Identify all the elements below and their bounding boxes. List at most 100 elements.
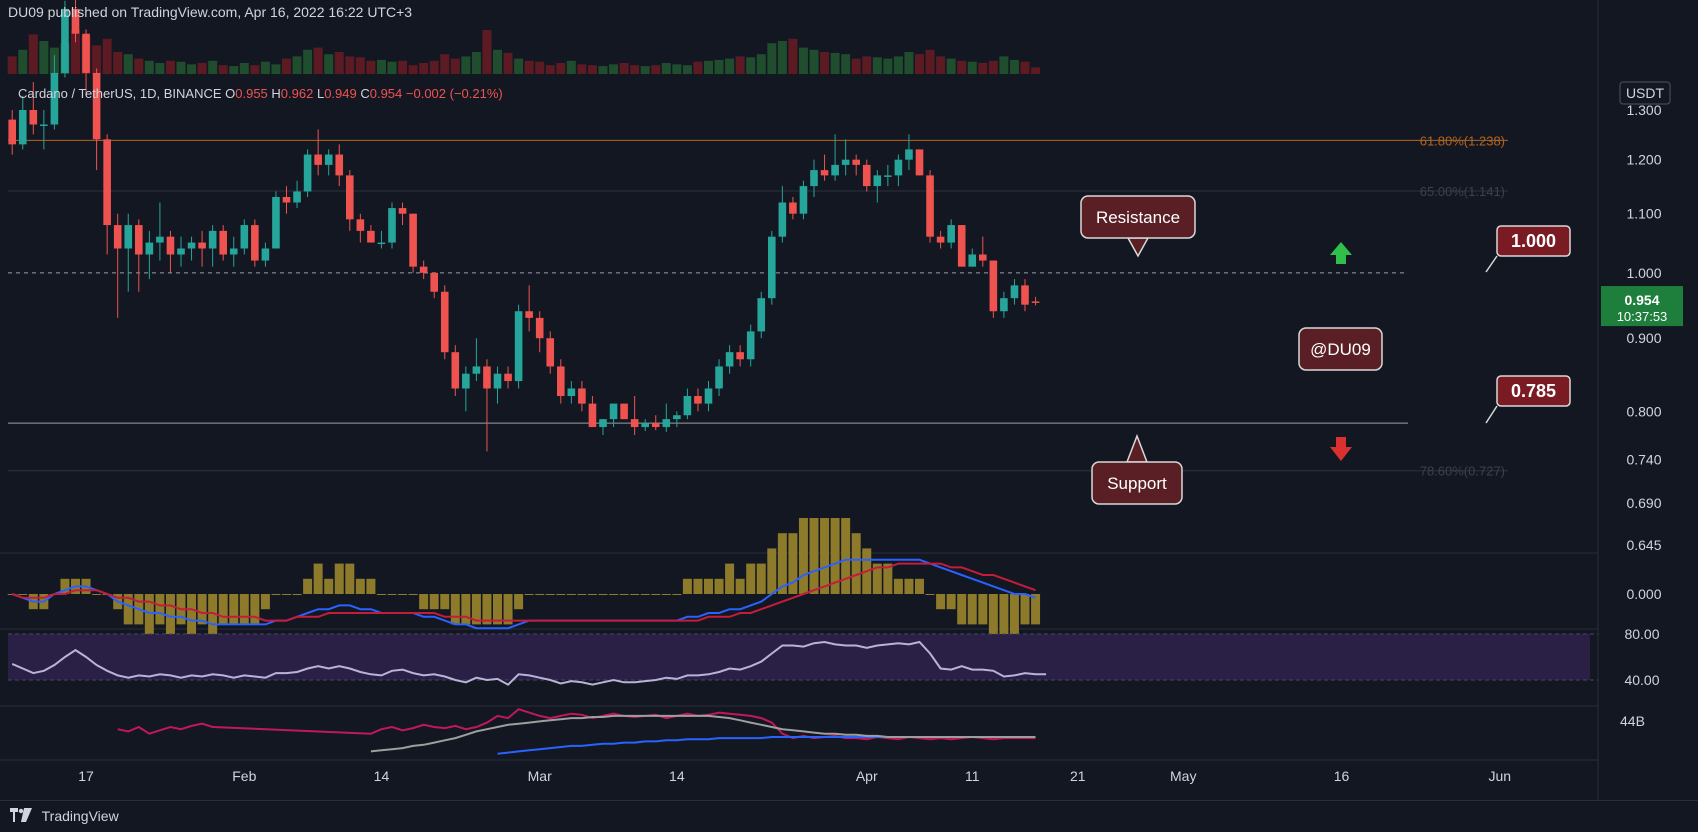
candle-body xyxy=(388,208,396,243)
resistance-callout-text: Resistance xyxy=(1096,208,1180,227)
candle-body xyxy=(694,396,702,404)
candle-body xyxy=(177,248,185,255)
candles[interactable] xyxy=(8,0,1040,452)
macd-histogram-bar xyxy=(609,594,619,595)
candle-body xyxy=(799,186,808,214)
candle-body xyxy=(989,260,998,312)
macd-histogram-bar xyxy=(978,594,988,625)
volume-bar xyxy=(893,56,903,74)
candle-body xyxy=(852,159,860,165)
fib-levels: 61.80%(1.238) 65.00%(1.141) 78.60%(0.727) xyxy=(8,133,1508,479)
volume-bar xyxy=(18,49,28,74)
macd-histogram-bar xyxy=(239,594,249,625)
time-axis[interactable]: 17 Feb 14 Mar 14 Apr 11 21 May 16 Jun xyxy=(78,768,1511,784)
candle-body xyxy=(198,242,206,249)
volume-bar xyxy=(1009,59,1019,74)
candle-body xyxy=(915,149,924,176)
macd-histogram-bar xyxy=(1031,594,1041,625)
volume-bar xyxy=(957,60,967,74)
support-callout-text: Support xyxy=(1107,474,1167,493)
tradingview-brand[interactable]: TradingView xyxy=(41,808,119,824)
rsi-upper-label: 80.00 xyxy=(1624,626,1659,642)
candle-body xyxy=(599,419,607,428)
tag-pointer xyxy=(1485,255,1498,273)
macd-histogram-bar xyxy=(271,594,281,595)
volume-bar xyxy=(165,60,175,74)
candle-body xyxy=(757,298,766,332)
macd-histogram-bar xyxy=(735,578,745,594)
price-tick-label: 1.100 xyxy=(1626,206,1661,222)
volume-bar xyxy=(714,59,724,74)
macd-histogram-bar xyxy=(493,594,502,625)
volume-bar xyxy=(440,54,450,74)
volume-bar xyxy=(334,52,344,74)
volume-bar xyxy=(946,58,956,74)
macd-histogram-bar xyxy=(777,533,787,594)
volume-bar xyxy=(915,54,924,74)
currency-box xyxy=(1619,81,1671,105)
candle-body xyxy=(272,196,280,249)
current-price-tag xyxy=(1601,286,1683,327)
volume-bar xyxy=(102,38,112,74)
macd-line xyxy=(11,558,1036,630)
volume-bar xyxy=(798,47,808,74)
candle-body xyxy=(768,236,776,299)
footer[interactable]: TradingView xyxy=(0,800,1698,830)
volume-bar xyxy=(324,54,334,74)
fib-label: 65.00%(1.141) xyxy=(1420,184,1505,199)
time-tick-label: Apr xyxy=(856,768,878,784)
macd-histogram-bar xyxy=(672,594,682,595)
candle-body xyxy=(557,366,565,397)
legend-symbol: Cardano / TetherUS, 1D, BINANCE xyxy=(18,86,225,101)
annotations[interactable]: Resistance Support @DU09 1.000 0.785 xyxy=(1080,195,1571,505)
macd-histogram-bar xyxy=(809,518,819,594)
macd-histogram-bar xyxy=(851,533,861,594)
volume-bar xyxy=(28,34,38,74)
macd-histogram-bar xyxy=(640,594,650,595)
candle-body xyxy=(979,254,987,261)
volume-bar xyxy=(92,45,102,74)
macd-histogram-bar xyxy=(587,594,597,595)
macd-histogram-bar xyxy=(292,594,302,595)
price-tick-label: 0.900 xyxy=(1626,330,1661,346)
macd-histogram-bar xyxy=(946,594,956,610)
volume-bar xyxy=(450,58,460,74)
candle-body xyxy=(166,236,175,255)
tag-box xyxy=(1496,225,1571,257)
arrow-up-icon xyxy=(1330,242,1352,264)
macd-histogram-bar xyxy=(915,578,924,594)
volume-bar xyxy=(967,61,977,74)
callout-box xyxy=(1091,461,1183,505)
price-axis[interactable]: 1.300 1.200 1.100 1.000 0.900 0.800 0.740 0.690… xyxy=(1601,81,1683,553)
bar-countdown: 10:37:53 xyxy=(1617,309,1668,324)
candle-body xyxy=(103,139,111,226)
macd-histogram-bar xyxy=(988,594,998,640)
volume-bar xyxy=(735,56,745,74)
macd-histogram-bar xyxy=(229,594,239,625)
candle-body xyxy=(335,154,344,176)
candle-body xyxy=(746,331,755,360)
candle-body xyxy=(145,242,154,255)
volume-bar xyxy=(345,56,355,74)
volume-bar xyxy=(208,60,218,74)
time-tick-label: 16 xyxy=(1334,768,1350,784)
candle-body xyxy=(736,352,744,360)
callout-box xyxy=(1080,195,1196,239)
candle-body xyxy=(630,419,639,428)
bottom-indicator-pane: 44B xyxy=(117,708,1645,755)
candle-body xyxy=(704,388,713,404)
volume-bar xyxy=(429,60,439,74)
rsi-pane: 80.00 40.00 xyxy=(8,626,1660,688)
current-price: 0.954 xyxy=(1624,292,1659,308)
macd-histogram-bar xyxy=(872,563,882,594)
macd-histogram-bar xyxy=(535,594,545,595)
legend-l-label: L xyxy=(317,86,324,101)
volume-bar xyxy=(936,56,946,74)
candle-body xyxy=(451,352,460,389)
legend-h-value: 0.962 xyxy=(281,86,317,101)
volume-bar xyxy=(545,65,555,74)
candle-body xyxy=(82,33,90,73)
candle-body xyxy=(535,317,544,339)
rsi-line xyxy=(11,640,1047,686)
